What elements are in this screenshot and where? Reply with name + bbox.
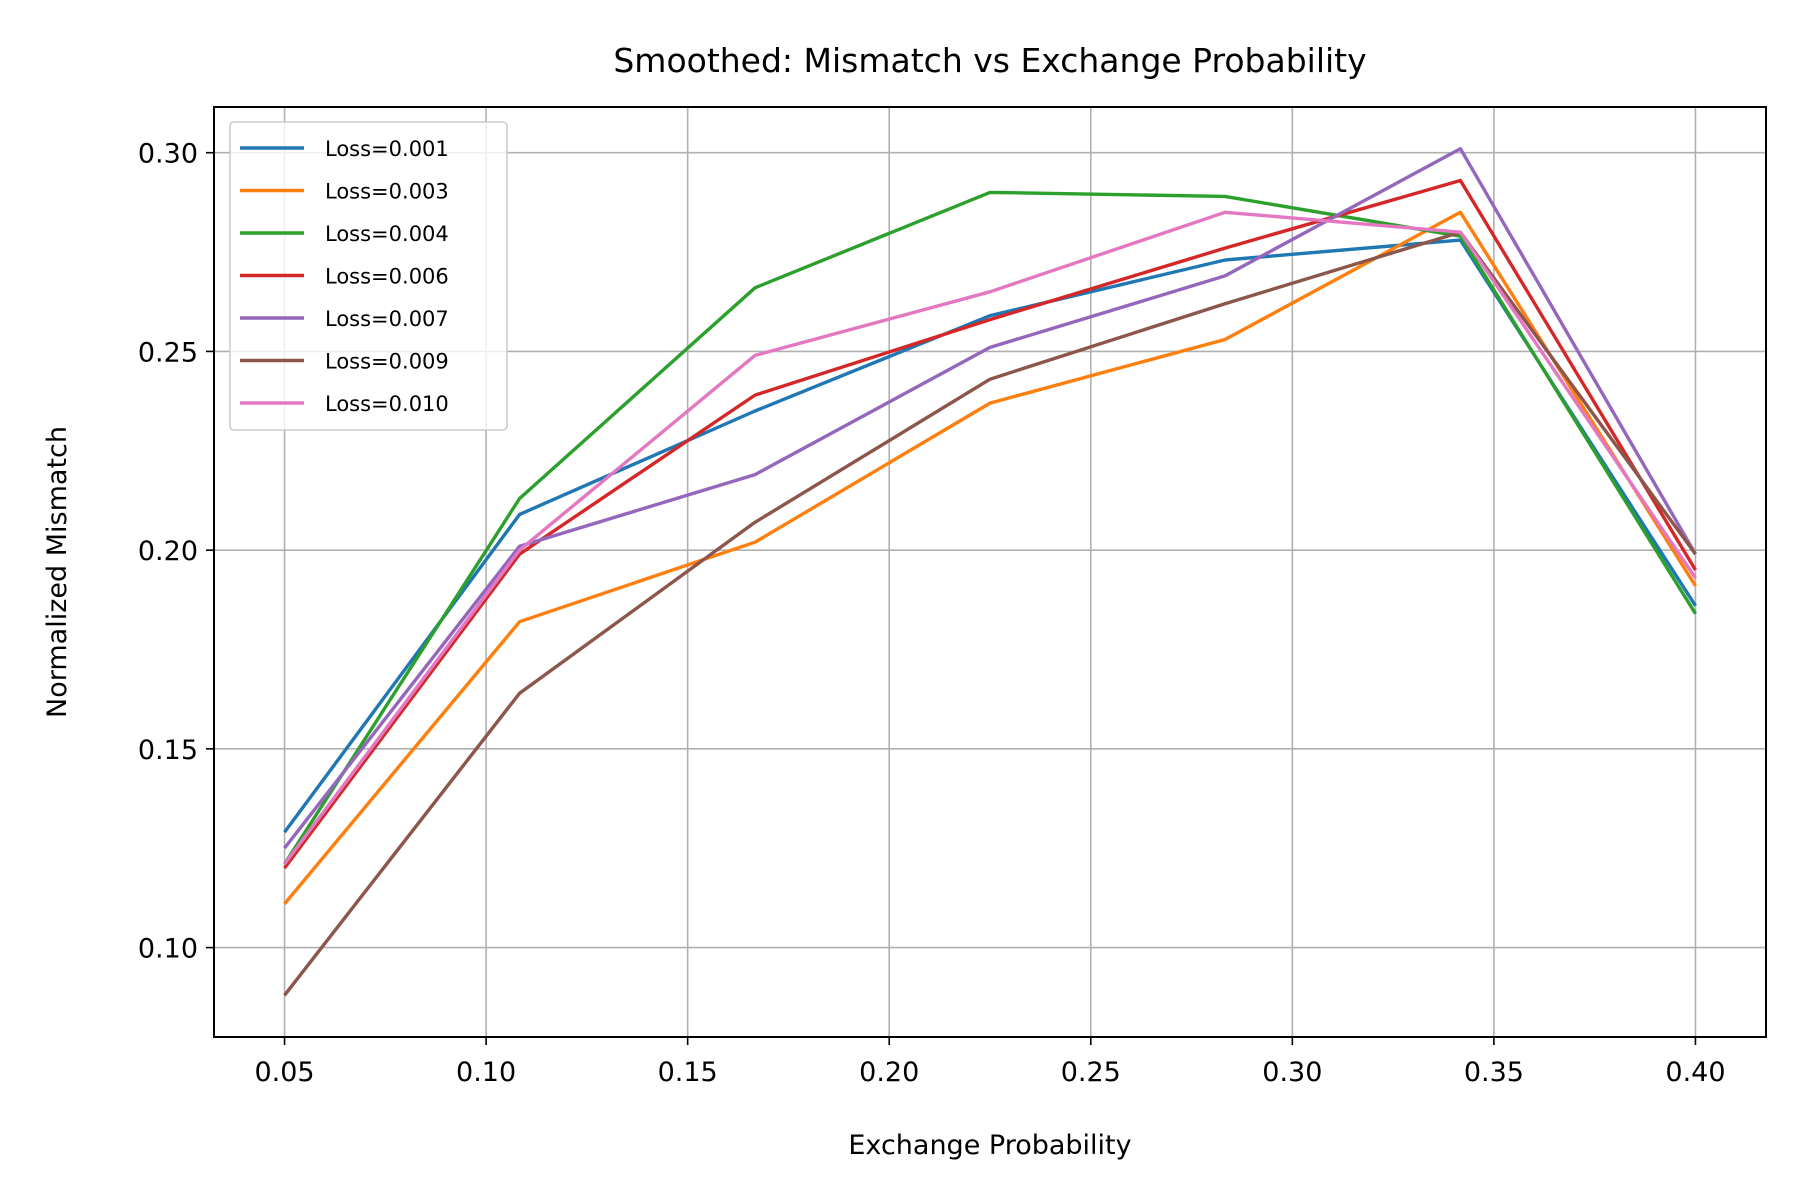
legend-label: Loss=0.001: [325, 137, 449, 161]
series-lines: [283, 146, 1697, 997]
y-tick-label: 0.10: [138, 934, 198, 965]
x-tick-label: 0.40: [1665, 1057, 1725, 1088]
x-tick-label: 0.35: [1464, 1057, 1524, 1088]
series-line-5: [283, 146, 1697, 850]
legend-frame: [229, 121, 508, 431]
y-tick-label: 0.25: [138, 337, 198, 368]
legend-label: Loss=0.010: [325, 392, 449, 416]
series-line-4: [283, 178, 1697, 870]
x-tick-label: 0.15: [658, 1057, 718, 1088]
series-line-1: [283, 238, 1697, 834]
legend-label: Loss=0.003: [325, 180, 449, 204]
x-axis-label: Exchange Probability: [848, 1130, 1131, 1161]
plot-frame: [213, 106, 1767, 1038]
y-tick-label: 0.30: [138, 139, 198, 170]
x-tick-label: 0.25: [1061, 1057, 1121, 1088]
series-line-7: [283, 210, 1697, 866]
x-axis-ticks: 0.05 0.10 0.15 0.20 0.25 0.30 0.35 0.40: [254, 1037, 1726, 1088]
y-axis-ticks: 0.10 0.15 0.20 0.25 0.30: [138, 139, 214, 965]
x-tick-label: 0.20: [859, 1057, 919, 1088]
legend: Loss=0.001 Loss=0.003 Loss=0.004 Loss=0.006…: [229, 121, 508, 431]
legend-label: Loss=0.004: [325, 222, 449, 246]
y-tick-label: 0.15: [138, 735, 198, 766]
x-tick-label: 0.10: [456, 1057, 516, 1088]
legend-label: Loss=0.006: [325, 265, 449, 289]
y-axis-label: Normalized Mismatch: [42, 426, 73, 718]
x-tick-label: 0.05: [254, 1057, 314, 1088]
x-tick-label: 0.30: [1262, 1057, 1322, 1088]
series-line-3: [283, 190, 1697, 866]
legend-label: Loss=0.007: [325, 307, 449, 331]
y-tick-label: 0.20: [138, 536, 198, 567]
series-line-2: [283, 210, 1697, 905]
legend-label: Loss=0.009: [325, 350, 449, 374]
chart-title: Smoothed: Mismatch vs Exchange Probabili…: [613, 41, 1366, 80]
